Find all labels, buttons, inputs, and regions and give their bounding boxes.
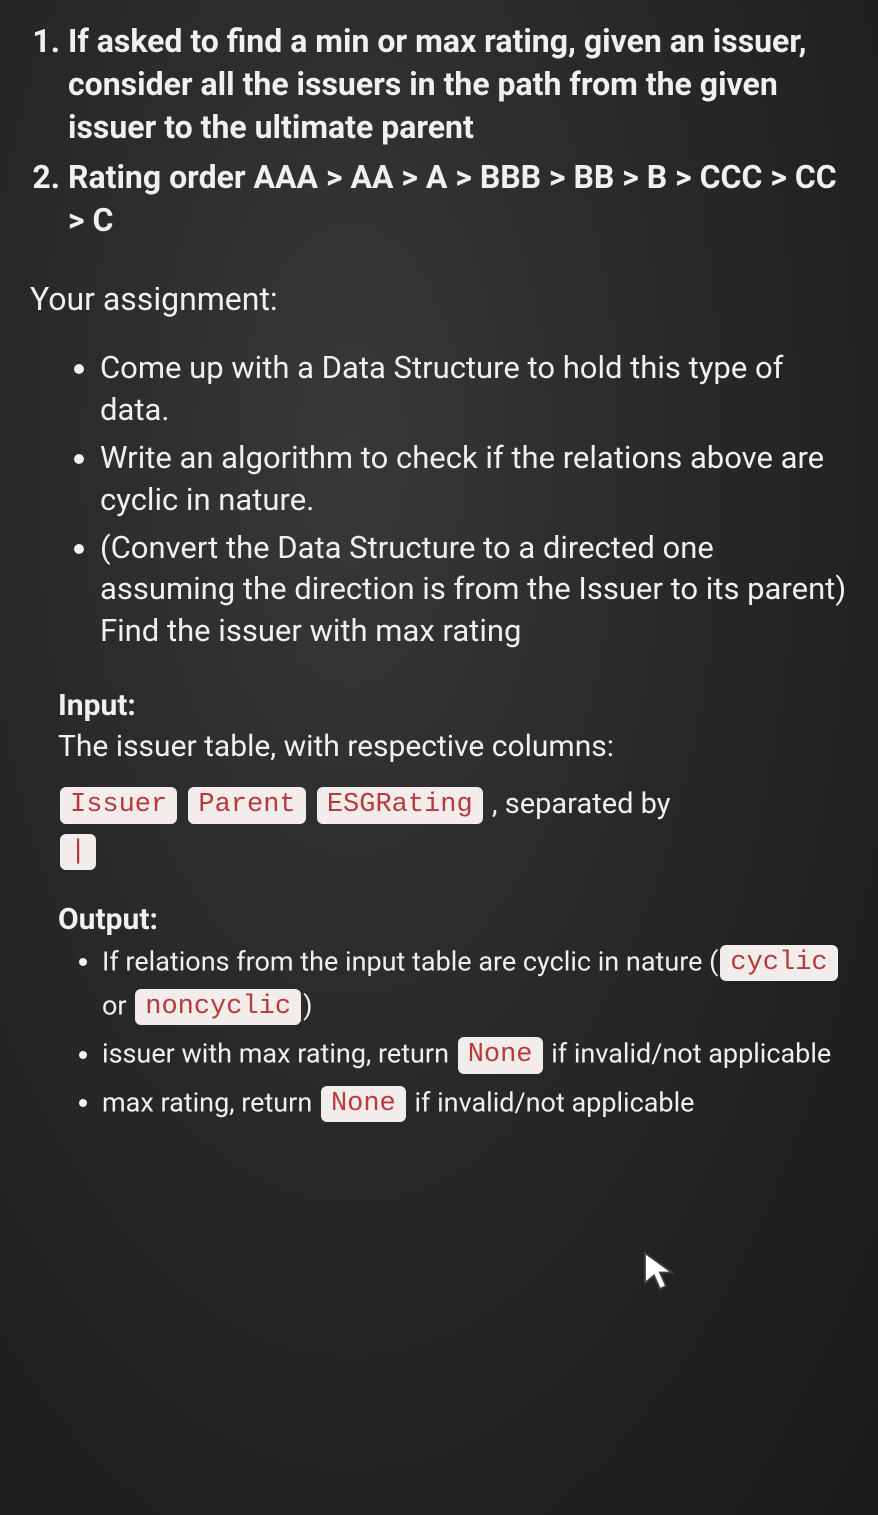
assignment-bullet-1: Come up with a Data Structure to hold th… bbox=[100, 347, 848, 431]
numbered-item-2: Rating order AAA > AA > A > BBB > BB > B… bbox=[68, 156, 848, 242]
output-1-pre: If relations from the input table are cy… bbox=[102, 945, 718, 977]
chip-cyclic: cyclic bbox=[720, 945, 837, 981]
numbered-list: If asked to find a min or max rating, gi… bbox=[30, 20, 848, 242]
output-2-post: if invalid/not applicable bbox=[545, 1038, 832, 1070]
chip-noncyclic: noncyclic bbox=[135, 989, 301, 1025]
output-2-pre: issuer with max rating, return bbox=[102, 1038, 456, 1070]
mouse-cursor-icon bbox=[642, 1250, 678, 1292]
chip-pipe: | bbox=[60, 834, 96, 870]
assignment-bullet-3: (Convert the Data Structure to a directe… bbox=[100, 527, 848, 653]
numbered-item-1: If asked to find a min or max rating, gi… bbox=[68, 20, 848, 150]
input-sep-text: , separated by bbox=[492, 787, 671, 821]
output-1-post: ) bbox=[303, 989, 312, 1021]
output-label: Output: bbox=[58, 900, 848, 941]
output-item-2: issuer with max rating, return None if i… bbox=[102, 1033, 848, 1077]
assignment-bullets: Come up with a Data Structure to hold th… bbox=[30, 347, 848, 652]
output-3-pre: max rating, return bbox=[102, 1086, 319, 1118]
chip-parent: Parent bbox=[188, 787, 305, 823]
output-1-mid: or bbox=[102, 989, 133, 1021]
assignment-bullet-2: Write an algorithm to check if the relat… bbox=[100, 437, 848, 521]
input-desc: The issuer table, with respective column… bbox=[58, 727, 848, 768]
chip-issuer: Issuer bbox=[60, 787, 177, 823]
output-item-3: max rating, return None if invalid/not a… bbox=[102, 1082, 848, 1126]
assignment-heading: Your assignment: bbox=[30, 278, 848, 321]
chip-none-1: None bbox=[458, 1037, 543, 1073]
output-bullets: If relations from the input table are cy… bbox=[58, 941, 848, 1127]
chip-none-2: None bbox=[321, 1086, 406, 1122]
output-item-1: If relations from the input table are cy… bbox=[102, 941, 848, 1030]
chip-esgrating: ESGRating bbox=[317, 787, 483, 823]
output-3-post: if invalid/not applicable bbox=[408, 1086, 695, 1118]
document-content: If asked to find a min or max rating, gi… bbox=[30, 20, 848, 1126]
input-chip-line: Issuer Parent ESGRating , separated by | bbox=[58, 781, 848, 874]
output-block: Output: If relations from the input tabl… bbox=[58, 900, 848, 1126]
input-label: Input: bbox=[58, 686, 848, 727]
